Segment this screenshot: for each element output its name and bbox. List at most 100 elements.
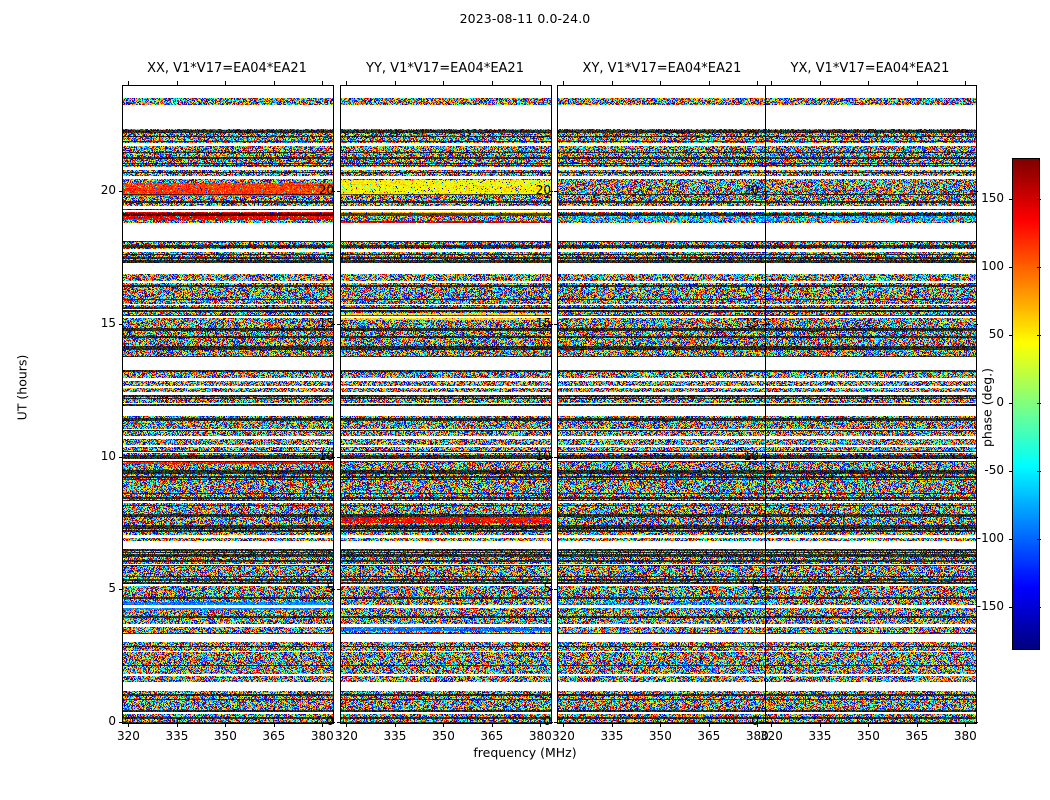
x-tick-mark: [225, 723, 226, 727]
colorbar-tick-label: 100: [981, 258, 1004, 273]
x-tick-label: 335: [383, 729, 407, 743]
colorbar-tick-mark: [1009, 199, 1013, 200]
x-tick-mark: [346, 723, 347, 727]
colorbar-tick-mark-inner: [1037, 471, 1041, 472]
x-tick-mark-top: [322, 81, 323, 85]
y-tick-mark: [119, 457, 123, 458]
colorbar-tick-mark: [1009, 607, 1013, 608]
panel-title-xy: XY, V1*V17=EA04*EA21: [582, 61, 742, 76]
y-tick-mark-inner: [974, 191, 978, 192]
x-tick-label: 335: [165, 729, 189, 743]
y-tick-mark: [554, 722, 558, 723]
x-tick-mark: [563, 723, 564, 727]
panel-title-xx: XX, V1*V17=EA04*EA21: [147, 61, 307, 76]
y-tick-label: 15: [535, 315, 551, 330]
x-tick-mark-top: [177, 81, 178, 85]
y-tick-mark-inner: [974, 457, 978, 458]
x-tick-mark: [322, 723, 323, 727]
x-tick-mark-top: [868, 81, 869, 85]
y-tick-mark-inner: [549, 722, 553, 723]
x-tick-mark: [820, 723, 821, 727]
y-tick-mark-inner: [974, 324, 978, 325]
waterfall-panel-xy[interactable]: [557, 85, 769, 724]
y-tick-label: 5: [326, 581, 334, 596]
y-tick-label: 10: [535, 448, 551, 463]
y-tick-label: 5: [751, 581, 759, 596]
y-tick-mark: [554, 589, 558, 590]
x-tick-mark: [274, 723, 275, 727]
x-tick-mark: [965, 723, 966, 727]
y-tick-mark: [119, 722, 123, 723]
colorbar-tick-mark: [1009, 403, 1013, 404]
x-tick-mark: [709, 723, 710, 727]
figure-suptitle: 2023-08-11 0.0-24.0: [459, 11, 591, 26]
colorbar-tick-mark: [1009, 471, 1013, 472]
x-tick-label: 320: [760, 729, 783, 743]
x-tick-mark-top: [225, 81, 226, 85]
x-tick-label: 365: [480, 729, 504, 743]
x-tick-mark-top: [274, 81, 275, 85]
y-tick-label: 20: [535, 183, 551, 198]
x-tick-label: 380: [528, 729, 552, 743]
y-tick-mark: [337, 324, 341, 325]
x-tick-mark-top: [563, 81, 564, 85]
waterfall-image-yy: [341, 86, 551, 723]
y-tick-mark-inner: [549, 457, 553, 458]
x-tick-mark-top: [443, 81, 444, 85]
y-tick-mark-inner: [331, 324, 335, 325]
x-tick-label: 320: [335, 729, 358, 743]
x-tick-mark: [128, 723, 129, 727]
colorbar-tick-label: 150: [981, 190, 1004, 205]
y-tick-label: 10: [743, 448, 759, 463]
x-tick-label: 335: [808, 729, 832, 743]
colorbar-tick-label: -100: [976, 531, 1004, 546]
x-tick-mark: [443, 723, 444, 727]
x-tick-label: 320: [552, 729, 575, 743]
y-tick-label: 5: [543, 581, 551, 596]
colorbar-tick-mark-inner: [1037, 539, 1041, 540]
x-tick-mark-top: [540, 81, 541, 85]
x-axis-label: frequency (MHz): [473, 745, 577, 760]
colorbar[interactable]: [1012, 158, 1040, 650]
x-tick-label: 350: [648, 729, 672, 743]
y-tick-mark: [119, 191, 123, 192]
y-tick-label: 20: [743, 183, 759, 198]
y-tick-mark: [554, 324, 558, 325]
waterfall-panel-yx[interactable]: [765, 85, 977, 724]
x-tick-mark: [492, 723, 493, 727]
y-tick-mark-inner: [331, 191, 335, 192]
y-tick-mark: [554, 457, 558, 458]
y-tick-mark-inner: [549, 589, 553, 590]
y-tick-mark: [337, 457, 341, 458]
x-tick-label: 365: [262, 729, 286, 743]
y-tick-label: 15: [100, 315, 116, 330]
colorbar-tick-mark-inner: [1037, 607, 1041, 608]
x-tick-mark: [757, 723, 758, 727]
x-tick-label: 350: [431, 729, 455, 743]
x-tick-mark: [540, 723, 541, 727]
y-tick-mark-inner: [766, 589, 770, 590]
y-tick-label: 10: [318, 448, 334, 463]
y-tick-mark: [762, 191, 766, 192]
colorbar-tick-mark: [1009, 335, 1013, 336]
waterfall-panel-yy[interactable]: [340, 85, 552, 724]
colorbar-tick-label: -50: [984, 463, 1004, 478]
y-tick-mark: [337, 589, 341, 590]
waterfall-panel-xx[interactable]: [122, 85, 334, 724]
x-tick-mark-top: [395, 81, 396, 85]
x-tick-label: 365: [697, 729, 721, 743]
waterfall-image-yx: [766, 86, 976, 723]
y-tick-mark: [554, 191, 558, 192]
y-tick-mark-inner: [974, 589, 978, 590]
y-tick-label: 20: [318, 183, 334, 198]
x-tick-label: 380: [310, 729, 334, 743]
x-tick-label: 365: [905, 729, 929, 743]
colorbar-tick-label: -150: [976, 599, 1004, 614]
y-tick-mark-inner: [331, 722, 335, 723]
panel-title-yx: YX, V1*V17=EA04*EA21: [790, 61, 950, 76]
y-tick-label: 0: [751, 714, 759, 728]
y-tick-label: 10: [100, 448, 116, 463]
x-tick-mark: [917, 723, 918, 727]
x-tick-mark-top: [128, 81, 129, 85]
